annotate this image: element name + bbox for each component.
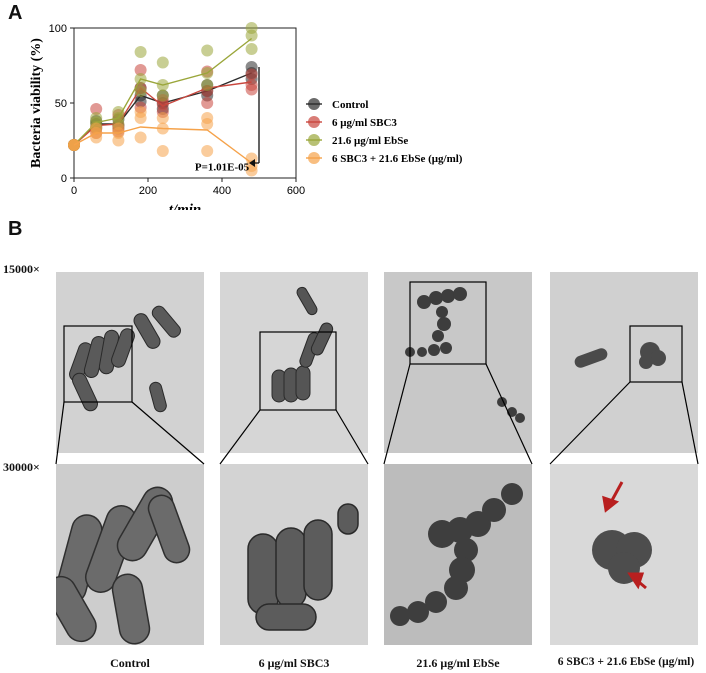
caption-sbc3: 6 μg/ml SBC3 [258, 656, 330, 670]
data-point [68, 139, 80, 151]
legend-swatch [308, 134, 320, 146]
x-axis-label: t/min [169, 202, 202, 210]
x-tick-label: 400 [213, 185, 231, 197]
micrograph-control-30000 [56, 464, 204, 645]
data-point [201, 97, 214, 109]
significance-arrow [249, 159, 255, 167]
x-tick-label: 0 [71, 185, 77, 197]
micrograph-combo-15000 [550, 272, 698, 453]
magnification-label-15000: 15000× [3, 262, 40, 276]
micrograph-control-15000 [56, 272, 204, 453]
panel-label-a: A [8, 2, 23, 24]
data-point [245, 43, 258, 55]
y-tick-label: 50 [55, 98, 67, 110]
micrograph-ebse-30000 [384, 464, 532, 645]
data-point [156, 89, 169, 102]
y-tick-label: 100 [49, 23, 67, 35]
legend-swatch [308, 116, 320, 128]
data-point [245, 22, 258, 34]
data-point [90, 112, 103, 124]
legend-label: 21.6 μg/ml EbSe [332, 135, 408, 147]
panel-label-b: B [8, 218, 23, 240]
data-point [201, 79, 214, 91]
data-point [90, 103, 103, 115]
data-point [156, 145, 169, 157]
data-point [156, 112, 169, 124]
micrograph-sbc3-30000 [220, 464, 368, 645]
magnification-label-30000: 30000× [3, 460, 40, 474]
micrograph-combo-30000 [550, 464, 698, 645]
legend-swatch [308, 98, 320, 110]
data-point [134, 106, 147, 118]
p-value-annotation: P=1.01E-05 [195, 162, 250, 174]
caption-control: Control [110, 656, 150, 670]
y-tick-label: 0 [61, 173, 67, 185]
data-point [201, 44, 214, 57]
viability-chart: 0 200 400 600 0 50 100 t/min Bacteria viability … [29, 22, 463, 210]
micrograph-ebse-15000 [384, 272, 532, 453]
data-point [156, 122, 169, 135]
data-point [134, 131, 147, 144]
data-point [201, 145, 214, 157]
data-point [112, 122, 125, 135]
data-point [201, 67, 214, 79]
data-point [134, 73, 147, 85]
data-point [156, 79, 169, 91]
data-point [134, 64, 147, 76]
y-axis-label: Bacteria viability (%) [29, 38, 44, 168]
plot-frame [73, 27, 297, 179]
data-point [245, 68, 258, 81]
data-point [90, 122, 103, 135]
legend-label: 6 μg/ml SBC3 [332, 117, 397, 129]
legend-swatch [308, 152, 320, 164]
caption-combo: 6 SBC3 + 21.6 EbSe (μg/ml) [557, 656, 695, 668]
data-point [134, 85, 147, 97]
micrograph-sbc3-15000 [220, 272, 368, 453]
legend-label: 6 SBC3 + 21.6 EbSe (μg/ml) [332, 153, 463, 165]
data-point [245, 79, 258, 91]
x-tick-label: 200 [139, 185, 157, 197]
x-tick-label: 600 [287, 185, 305, 197]
data-point [156, 56, 169, 69]
legend-label: Control [332, 99, 368, 111]
data-point [134, 46, 147, 58]
data-point [201, 112, 214, 124]
caption-ebse: 21.6 μg/ml EbSe [416, 656, 500, 670]
data-point [112, 106, 125, 118]
